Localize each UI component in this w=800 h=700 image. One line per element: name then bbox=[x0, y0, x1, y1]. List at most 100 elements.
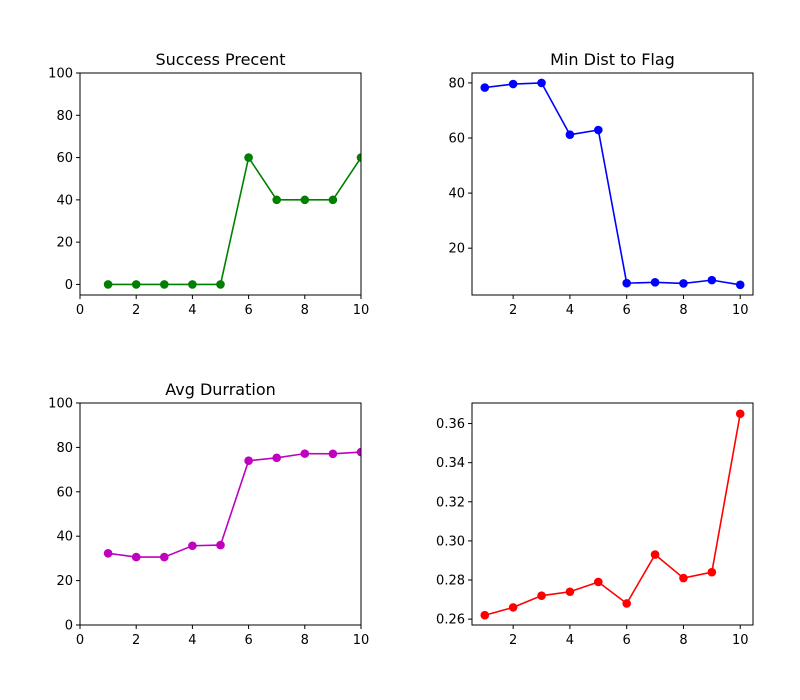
data-point bbox=[650, 550, 660, 559]
y-tick-label: 80 bbox=[56, 109, 73, 124]
axes-frame bbox=[471, 72, 754, 296]
data-point bbox=[188, 541, 197, 551]
data-point bbox=[160, 552, 169, 562]
data-point bbox=[216, 280, 225, 289]
data-point bbox=[328, 195, 338, 205]
x-tick-label: 10 bbox=[353, 633, 370, 648]
y-tick-label: 60 bbox=[448, 132, 465, 147]
data-point bbox=[594, 577, 603, 587]
x-tick-label: 4 bbox=[566, 633, 574, 648]
data-point bbox=[480, 83, 490, 92]
subplot-2: Min Dist to Flag 2 4 6 8 10 20 40 60 80 bbox=[448, 50, 754, 318]
y-tick-label: 100 bbox=[48, 397, 73, 412]
data-point bbox=[131, 280, 141, 289]
axes-frame bbox=[79, 72, 362, 296]
y-tick-label: 0.36 bbox=[436, 417, 465, 432]
x-tick-label: 8 bbox=[679, 633, 687, 648]
x-tick-label: 2 bbox=[132, 303, 140, 318]
x-tick-label: 6 bbox=[244, 633, 252, 648]
y-tick-label: 0.26 bbox=[436, 613, 465, 628]
data-point bbox=[480, 610, 490, 620]
data-point bbox=[565, 130, 575, 139]
x-tick-label: 6 bbox=[623, 633, 631, 648]
data-point bbox=[622, 278, 631, 288]
data-point bbox=[622, 599, 631, 608]
y-tick-label: 40 bbox=[56, 193, 73, 208]
series-group bbox=[103, 447, 361, 562]
data-point bbox=[244, 153, 253, 162]
x-tick-label: 10 bbox=[732, 633, 749, 648]
x-tick-label: 10 bbox=[353, 303, 370, 318]
series-line bbox=[484, 413, 742, 616]
x-tick-label: 6 bbox=[244, 303, 252, 318]
y-tick-label: 60 bbox=[56, 151, 73, 166]
data-point bbox=[244, 456, 253, 466]
x-tick-label: 0 bbox=[76, 633, 84, 648]
x-tick-label: 4 bbox=[566, 303, 574, 318]
data-point bbox=[272, 453, 282, 463]
x-tick-label: 2 bbox=[132, 633, 140, 648]
data-point bbox=[328, 449, 338, 459]
x-tick-label: 8 bbox=[679, 303, 687, 318]
y-tick-label: 0.34 bbox=[436, 456, 465, 471]
x-tick-label: 8 bbox=[301, 303, 309, 318]
series-line bbox=[108, 155, 361, 286]
data-point bbox=[707, 275, 717, 285]
y-tick-label: 80 bbox=[56, 441, 73, 456]
series-line bbox=[484, 82, 741, 286]
x-tick-label: 6 bbox=[623, 303, 631, 318]
chart-title: Success Precent bbox=[156, 50, 286, 69]
data-point bbox=[650, 278, 660, 287]
y-tick-label: 0.28 bbox=[436, 574, 465, 589]
y-tick-label: 60 bbox=[56, 485, 73, 500]
x-tick-label: 0 bbox=[76, 303, 84, 318]
data-point bbox=[565, 587, 575, 597]
data-point bbox=[707, 567, 717, 577]
data-point bbox=[188, 280, 197, 289]
data-point bbox=[272, 195, 282, 205]
data-point bbox=[508, 603, 518, 612]
y-tick-label: 20 bbox=[56, 236, 73, 251]
series-group bbox=[480, 409, 745, 620]
data-point bbox=[103, 280, 113, 289]
chart-title: Min Dist to Flag bbox=[550, 50, 675, 69]
data-point bbox=[594, 125, 603, 135]
data-point bbox=[216, 540, 225, 550]
data-point bbox=[735, 280, 745, 290]
axes-frame bbox=[471, 402, 754, 626]
data-point bbox=[103, 548, 113, 558]
data-point bbox=[537, 78, 546, 88]
y-tick-label: 0.30 bbox=[436, 534, 465, 549]
x-tick-label: 4 bbox=[188, 303, 196, 318]
x-tick-label: 2 bbox=[509, 303, 517, 318]
x-tick-label: 8 bbox=[301, 633, 309, 648]
series-line bbox=[107, 451, 361, 558]
x-tick-label: 10 bbox=[732, 303, 749, 318]
data-point bbox=[679, 279, 688, 288]
data-point bbox=[508, 79, 518, 89]
y-tick-label: 40 bbox=[56, 530, 73, 545]
data-point bbox=[537, 591, 546, 600]
y-tick-label: 100 bbox=[48, 67, 73, 82]
y-tick-label: 0.32 bbox=[436, 495, 465, 510]
data-point bbox=[356, 447, 361, 457]
chart-title: Avg Durration bbox=[165, 380, 276, 399]
data-point bbox=[356, 153, 361, 162]
y-tick-label: 40 bbox=[448, 187, 465, 202]
y-tick-label: 20 bbox=[56, 574, 73, 589]
data-point bbox=[160, 280, 169, 289]
x-tick-label: 4 bbox=[188, 633, 196, 648]
y-tick-label: 0 bbox=[65, 278, 73, 293]
data-point bbox=[131, 552, 141, 562]
series-group bbox=[103, 153, 361, 289]
data-point bbox=[300, 195, 310, 205]
data-point bbox=[300, 449, 310, 458]
subplot-4: 2 4 6 8 10 0.26 0.28 0.30 0.32 0.34 0.36 bbox=[436, 402, 754, 648]
y-tick-label: 80 bbox=[448, 76, 465, 91]
data-point bbox=[735, 409, 745, 419]
axes-frame bbox=[79, 402, 362, 626]
x-tick-label: 2 bbox=[509, 633, 517, 648]
